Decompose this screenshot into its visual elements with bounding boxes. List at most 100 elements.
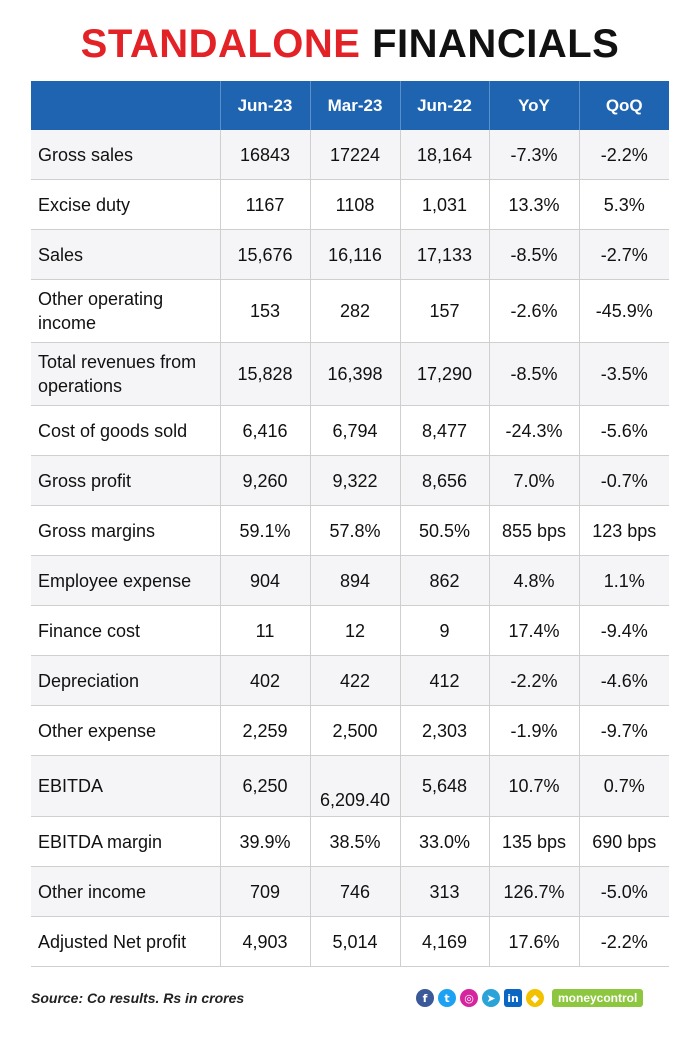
row-label: EBITDA margin <box>31 816 221 867</box>
table-cell: 746 <box>310 866 401 917</box>
table-cell: -4.6% <box>579 655 669 706</box>
table-row: Sales 15,676 16,116 17,133 -8.5% -2.7% <box>31 229 669 280</box>
table-cell: 1167 <box>220 179 311 230</box>
row-label: Other operating income <box>31 279 221 343</box>
table-cell: -2.2% <box>579 130 669 180</box>
table-cell: -9.7% <box>579 705 669 756</box>
table-row: Other income 709 746 313 126.7% -5.0% <box>31 866 669 917</box>
table-row: Other operating income 153 282 157 -2.6% -45.… <box>31 279 669 343</box>
table-cell: 12 <box>310 605 401 656</box>
table-row: Cost of goods sold 6,416 6,794 8,477 -24.3% -… <box>31 405 669 456</box>
column-header: YoY <box>489 81 580 130</box>
row-label: Employee expense <box>31 555 221 606</box>
table-cell: 39.9% <box>220 816 311 867</box>
table-cell: 9,260 <box>220 455 311 506</box>
title-part-1: STANDALONE <box>80 22 361 66</box>
table-cell: -2.7% <box>579 229 669 280</box>
row-label: Excise duty <box>31 179 221 230</box>
table-cell: 2,500 <box>310 705 401 756</box>
table-cell: 1.1% <box>579 555 669 606</box>
table-cell: 4.8% <box>489 555 580 606</box>
table-row: Finance cost 11 12 9 17.4% -9.4% <box>31 605 669 656</box>
table-cell: -9.4% <box>579 605 669 656</box>
financials-table: Jun-23 Mar-23 Jun-22 YoY QoQ Gross sales… <box>31 81 669 967</box>
table-cell: 422 <box>310 655 401 706</box>
table-cell: 709 <box>220 866 311 917</box>
table-cell: 6,209.40 <box>310 755 401 817</box>
row-label: Sales <box>31 229 221 280</box>
table-cell: -8.5% <box>489 342 580 406</box>
row-label: Other expense <box>31 705 221 756</box>
linkedin-icon[interactable]: in <box>504 989 522 1007</box>
table-cell: 8,477 <box>400 405 490 456</box>
row-label: Finance cost <box>31 605 221 656</box>
table-row: Gross profit 9,260 9,322 8,656 7.0% -0.7% <box>31 455 669 506</box>
table-cell: 16,116 <box>310 229 401 280</box>
table-cell: 5,014 <box>310 916 401 967</box>
table-cell: 7.0% <box>489 455 580 506</box>
table-cell: 6,794 <box>310 405 401 456</box>
source-note: Source: Co results. Rs in crores <box>31 990 245 1006</box>
table-cell: 5.3% <box>579 179 669 230</box>
table-row: Adjusted Net profit 4,903 5,014 4,169 17.6% -… <box>31 916 669 967</box>
table-cell: -2.2% <box>489 655 580 706</box>
table-cell: 855 bps <box>489 505 580 556</box>
column-header: QoQ <box>579 81 669 130</box>
twitter-icon[interactable]: t <box>438 989 456 1007</box>
table-cell: 9,322 <box>310 455 401 506</box>
column-header: Jun-23 <box>220 81 311 130</box>
table-cell: 412 <box>400 655 490 706</box>
table-cell: 6,416 <box>220 405 311 456</box>
table-cell: 2,259 <box>220 705 311 756</box>
telegram-icon[interactable]: ➤ <box>482 989 500 1007</box>
table-row: Other expense 2,259 2,500 2,303 -1.9% -9.7% <box>31 705 669 756</box>
table-cell: 17,290 <box>400 342 490 406</box>
row-label: Adjusted Net profit <box>31 916 221 967</box>
instagram-icon[interactable]: ◎ <box>460 989 478 1007</box>
table-cell: 862 <box>400 555 490 606</box>
table-row: Gross sales 16843 17224 18,164 -7.3% -2.2% <box>31 130 669 180</box>
table-cell: -0.7% <box>579 455 669 506</box>
table-cell: 17.4% <box>489 605 580 656</box>
table-cell: 0.7% <box>579 755 669 817</box>
table-cell: -1.9% <box>489 705 580 756</box>
table-cell: 2,303 <box>400 705 490 756</box>
table-cell: -5.6% <box>579 405 669 456</box>
table-cell: 59.1% <box>220 505 311 556</box>
row-label: Gross margins <box>31 505 221 556</box>
table-cell: 894 <box>310 555 401 606</box>
table-cell: 1,031 <box>400 179 490 230</box>
table-cell: 126.7% <box>489 866 580 917</box>
table-row: EBITDA 6,250 6,209.40 5,648 10.7% 0.7% <box>31 755 669 817</box>
snapchat-icon[interactable]: ◆ <box>526 989 544 1007</box>
table-cell: 313 <box>400 866 490 917</box>
table-cell: 33.0% <box>400 816 490 867</box>
table-cell: 17224 <box>310 130 401 180</box>
table-cell: 123 bps <box>579 505 669 556</box>
table-cell: 18,164 <box>400 130 490 180</box>
table-cell: 50.5% <box>400 505 490 556</box>
table-row: Excise duty 1167 1108 1,031 13.3% 5.3% <box>31 179 669 230</box>
table-cell: 153 <box>220 279 311 343</box>
table-cell: 5,648 <box>400 755 490 817</box>
table-cell: 690 bps <box>579 816 669 867</box>
table-row: Total revenues from operations 15,828 16,3… <box>31 342 669 406</box>
table-cell: 6,250 <box>220 755 311 817</box>
table-cell: -3.5% <box>579 342 669 406</box>
table-cell: -7.3% <box>489 130 580 180</box>
table-cell: 402 <box>220 655 311 706</box>
row-label: Gross sales <box>31 130 221 180</box>
row-label: Depreciation <box>31 655 221 706</box>
facebook-icon[interactable]: f <box>416 989 434 1007</box>
brand-logo: moneycontrol <box>552 989 644 1007</box>
row-label: Gross profit <box>31 455 221 506</box>
table-cell: -2.6% <box>489 279 580 343</box>
title-part-2: FINANCIALS <box>372 22 620 66</box>
page-title: STANDALONE FINANCIALS <box>0 22 700 67</box>
table-cell: -2.2% <box>579 916 669 967</box>
column-header <box>31 81 221 130</box>
table-cell: 15,676 <box>220 229 311 280</box>
table-cell: 157 <box>400 279 490 343</box>
table-cell: 16,398 <box>310 342 401 406</box>
table-cell: 282 <box>310 279 401 343</box>
